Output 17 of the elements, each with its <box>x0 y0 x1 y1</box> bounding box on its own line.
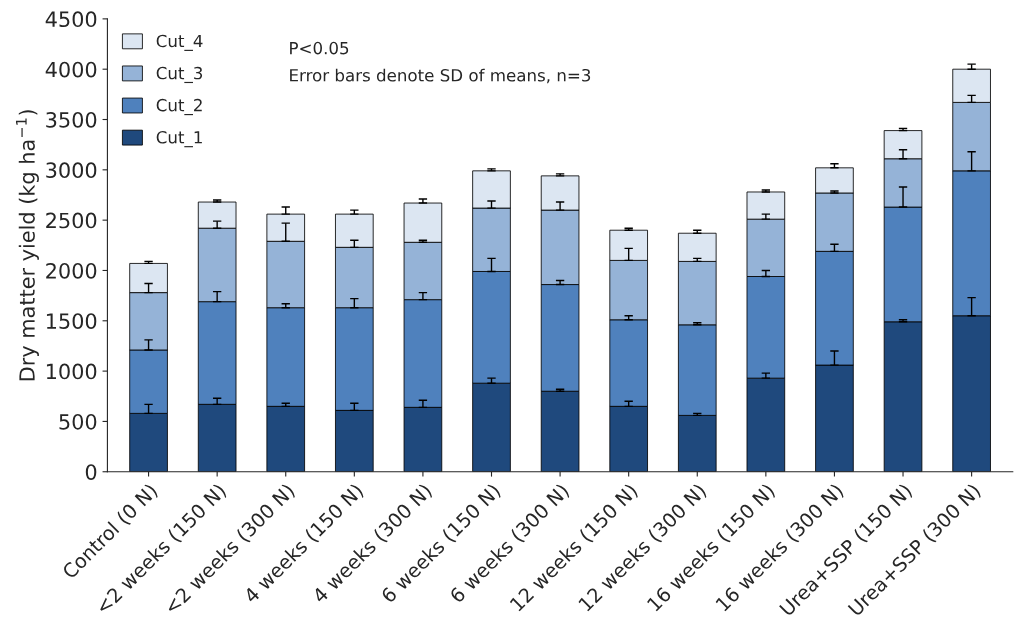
y-tick-label: 0 <box>85 464 97 480</box>
y-tick-label: 4500 <box>45 11 97 28</box>
y-tick-label: 3000 <box>46 162 97 179</box>
legend-label: Cut_1 <box>156 130 202 148</box>
y-tick-label: 3500 <box>46 111 97 128</box>
y-tick-label: 2500 <box>46 212 97 229</box>
annotation: P<0.05 <box>290 41 349 55</box>
y-tick-label: 4000 <box>45 61 97 78</box>
y-tick-label: 1500 <box>46 313 97 329</box>
y-tick-label: 500 <box>59 413 97 430</box>
legend-label: Cut_4 <box>156 34 203 51</box>
y-axis-title: Dry matter yield (kg ha$^{−1}$) <box>15 110 39 381</box>
legend-label: Cut_3 <box>156 66 203 84</box>
annotation: Error bars denote SD of means, n=3 <box>290 68 591 84</box>
y-tick-label: 1000 <box>46 363 97 380</box>
y-tick-label: 2000 <box>46 262 97 279</box>
legend-label: Cut_2 <box>156 98 202 116</box>
